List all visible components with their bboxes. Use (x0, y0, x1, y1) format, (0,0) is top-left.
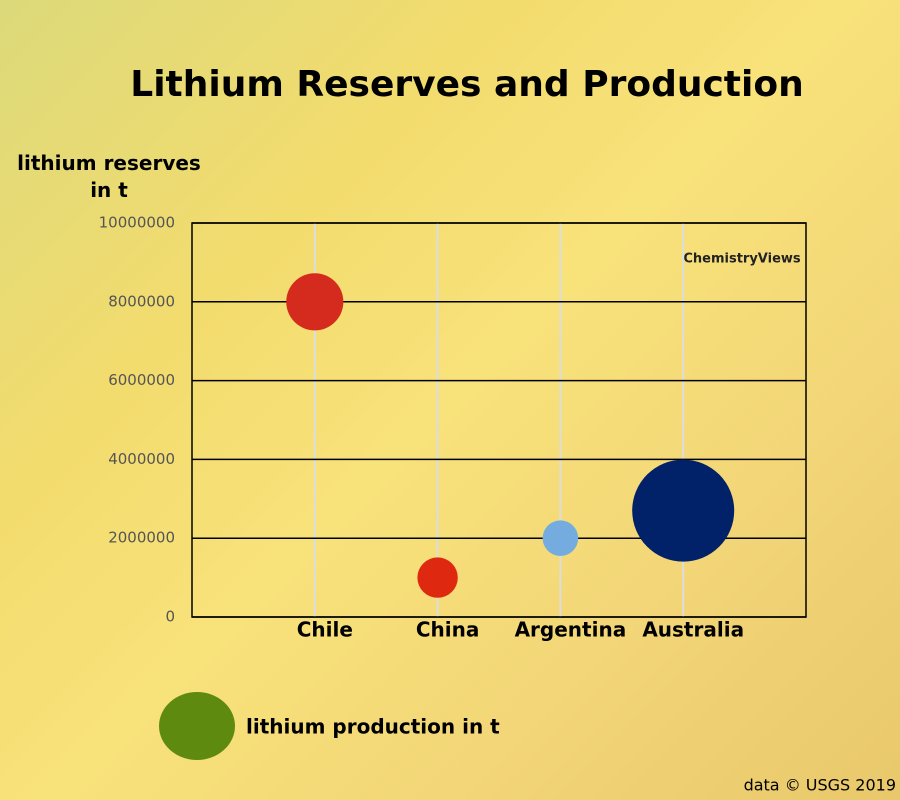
y-tick-label: 6000000 (108, 371, 175, 389)
x-tick-label: China (416, 618, 480, 642)
y-tick-label: 2000000 (108, 529, 175, 547)
chart-title: Lithium Reserves and Production (130, 64, 803, 105)
y-tick-label: 8000000 (108, 292, 175, 310)
bubble (286, 273, 344, 331)
plot-frame (191, 222, 807, 618)
legend-label: lithium production in t (246, 715, 500, 739)
y-axis-label: lithium reserves in t (17, 151, 201, 202)
bubble (417, 557, 458, 598)
bubble (542, 520, 579, 556)
y-tick-label: 4000000 (108, 450, 175, 468)
legend-marker (159, 692, 235, 760)
x-tick-label: Australia (642, 618, 744, 642)
x-tick-label: Argentina (515, 618, 627, 642)
y-tick-label: 10000000 (99, 214, 175, 232)
source: data © USGS 2019 (744, 776, 896, 795)
x-tick-label: Chile (297, 618, 353, 642)
bubble (632, 459, 735, 562)
logo: ChemistryViews (683, 252, 801, 267)
y-tick-label: 0 (165, 608, 175, 626)
